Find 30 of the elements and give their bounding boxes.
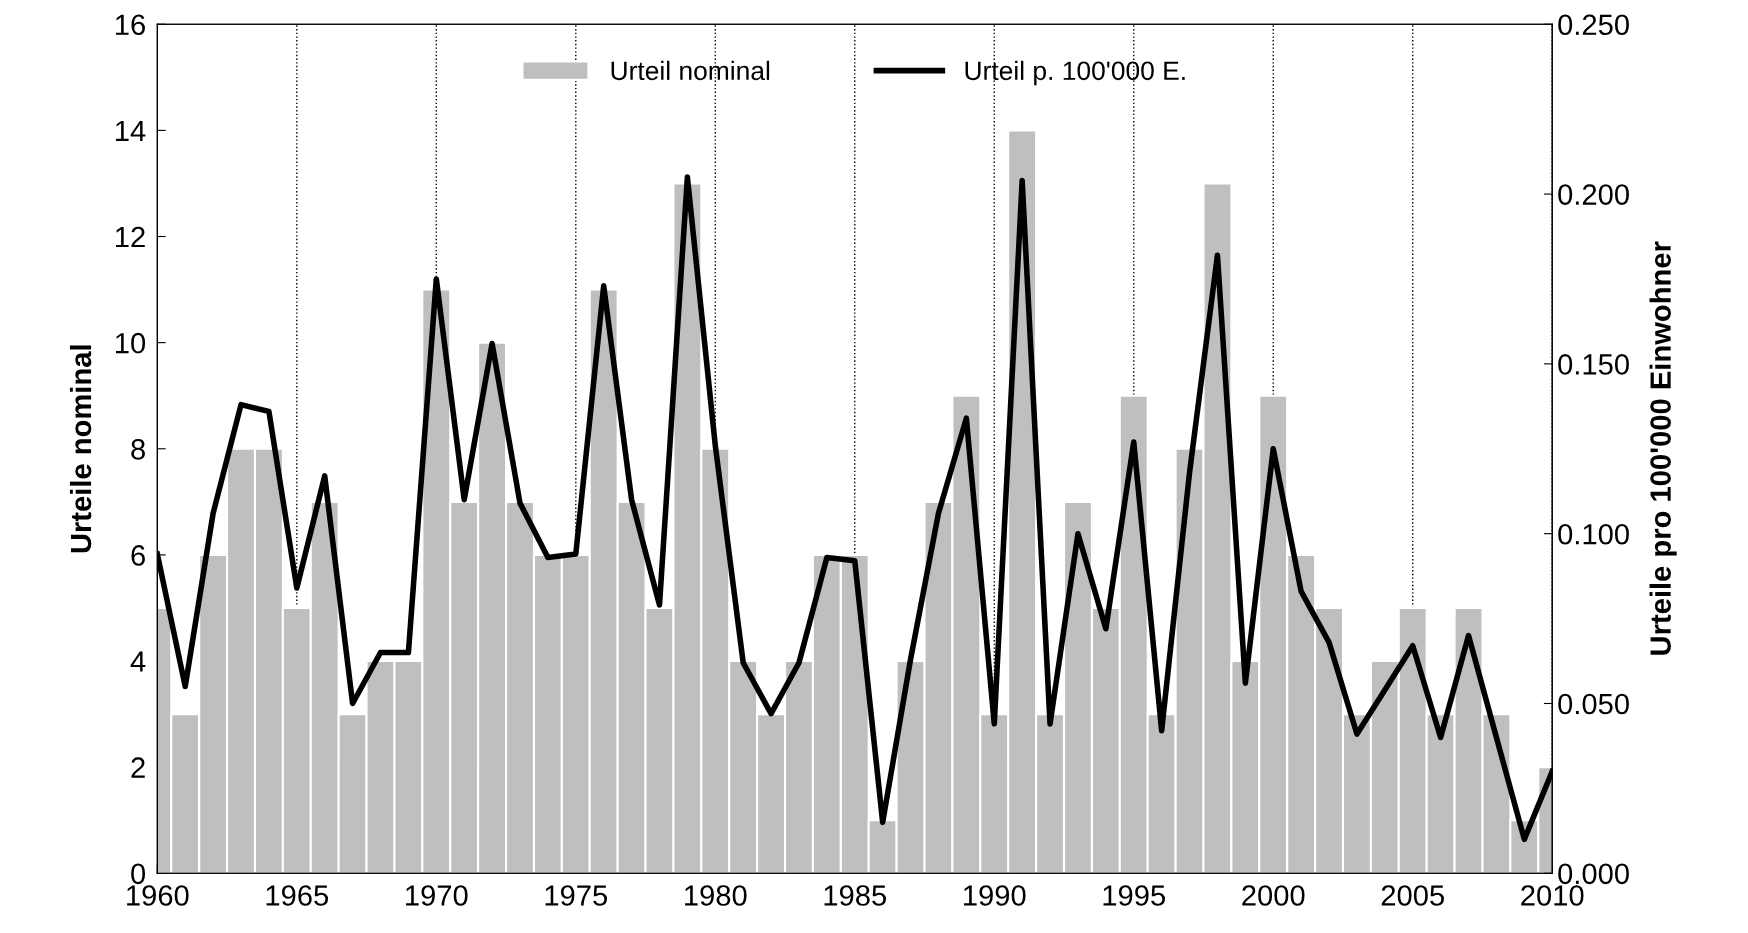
y-tick-label: 14 xyxy=(115,120,146,141)
x-tick-label: 1965 xyxy=(266,885,329,906)
legend-label: Urteil nominal xyxy=(611,60,770,81)
x-tick-label: 1995 xyxy=(1103,885,1165,906)
y2-tick-label: 0.100 xyxy=(1558,523,1629,545)
legend-label: Urteil p. 100'000 E. xyxy=(965,60,1185,86)
y-tick-label: 4 xyxy=(130,651,146,672)
y-tick-label: 10 xyxy=(115,332,146,354)
x-tick-label: 1970 xyxy=(406,885,468,906)
y2-tick-label: 0.050 xyxy=(1558,693,1629,715)
y-tick-label: 8 xyxy=(131,438,145,460)
y-tick-label: 6 xyxy=(131,545,145,566)
y2-axis-title: Urteile pro 100'000 Einwohner xyxy=(1649,241,1677,655)
x-tick-label: 2005 xyxy=(1381,885,1444,906)
x-tick-label: 1985 xyxy=(824,885,886,906)
y2-tick-label: 0.250 xyxy=(1558,14,1629,36)
y2-tick-label: 0.150 xyxy=(1558,354,1629,375)
x-tick-label: 2000 xyxy=(1242,885,1305,906)
x-tick-label: 1990 xyxy=(964,885,1026,906)
x-tick-label: 1980 xyxy=(685,885,747,906)
x-tick-label: 1960 xyxy=(127,885,189,906)
y2-tick-label: 0.000 xyxy=(1558,863,1629,885)
y-axis-title: Urteile nominal xyxy=(69,345,92,553)
x-tick-label: 1975 xyxy=(545,885,608,906)
y-tick-label: 0 xyxy=(131,863,146,885)
y-tick-label: 12 xyxy=(115,226,145,248)
x-tick-label: 2010 xyxy=(1521,885,1584,906)
y-tick-label: 2 xyxy=(131,757,145,778)
y-tick-label: 16 xyxy=(115,14,145,36)
y2-tick-label: 0.200 xyxy=(1558,184,1629,205)
